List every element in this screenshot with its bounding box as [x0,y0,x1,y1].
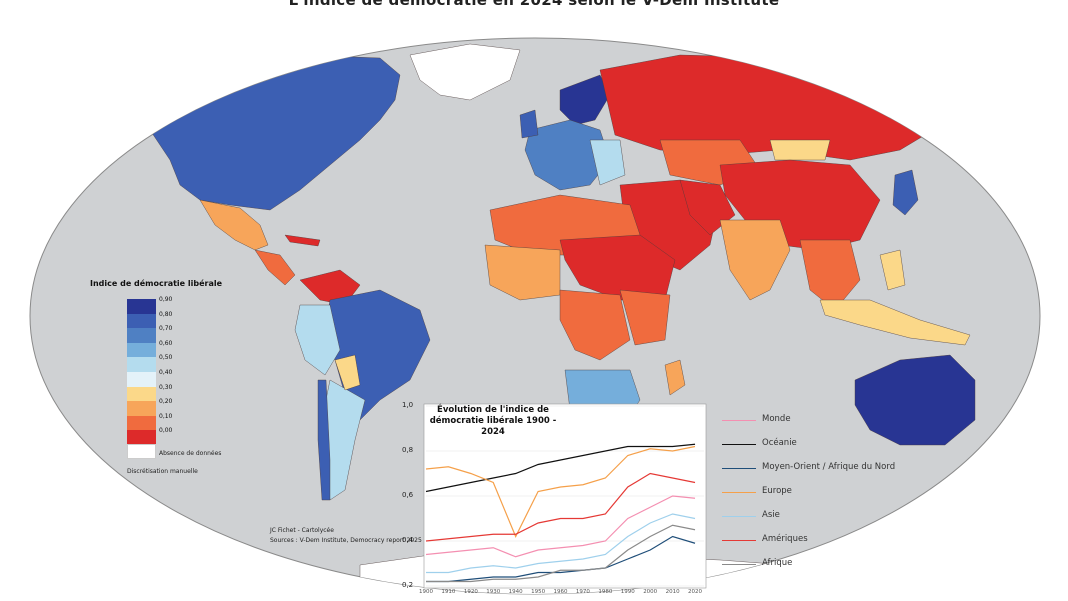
credit-source: Sources : V-Dem Institute, Democracy rep… [270,537,422,544]
legend-swatch [127,299,156,314]
series-legend-swatch [722,468,756,469]
legend-class-label: 0,20 [159,398,173,406]
madagascar [664,359,686,396]
colombia-venezuela [299,269,361,306]
west-africa [484,244,561,301]
chart-x-tick-label: 1900 [419,589,433,595]
legend-class-label: 0,00 [159,427,173,435]
chart-x-tick-label: 1960 [553,589,568,595]
chart-series-line [426,524,696,583]
legend-method-label: Discrétisation manuelle [127,468,198,475]
chart-x-tick-label: 1930 [486,589,501,595]
series-legend-label: Monde [762,414,791,424]
series-legend-swatch [722,540,756,541]
eastern-europe [589,139,626,186]
legend-swatch [127,328,156,344]
legend-swatch [127,313,156,329]
chile [317,379,331,501]
legend-class-label: 0,40 [159,369,173,376]
philippines [879,249,906,291]
chart-series-line [425,495,696,558]
legend-swatch [127,357,156,373]
credit-author: JC Fichet - Cartolycée [270,527,334,534]
cuba [284,234,321,247]
legend-swatch [127,401,156,417]
legend-nodata-label: Absence de données [159,450,222,457]
chart-x-tick-label: 1920 [463,589,478,595]
chart-x-tick-label: 1950 [531,589,546,595]
series-legend-label: Asie [762,510,780,520]
chart-y-tick-label: 1,0 [402,401,414,409]
mongolia [769,139,831,161]
series-legend-label: Europe [762,486,792,496]
legend-class-label: 0,70 [159,325,173,333]
chart-y-tick-label: 0,2 [402,581,414,589]
legend-class-label: 0,90 [159,296,173,303]
chart-y-tick-label: 0,4 [402,536,414,544]
series-legend-label: Amériques [762,534,808,544]
legend-nodata-swatch [127,444,156,459]
new-zealand [984,439,1013,481]
southeast-asia [799,239,861,311]
chart-x-tick-label: 2010 [665,589,680,595]
chart-area [423,403,707,589]
series-legend-swatch [722,492,756,493]
chart-y-tick-label: 0,6 [402,491,414,499]
chart-series-line [425,445,696,538]
legend-class-label: 0,60 [159,339,173,347]
chart-y-tick-label: 0,8 [402,446,414,454]
series-legend-swatch [722,516,756,517]
legend-class-label: 0,80 [159,310,173,318]
legend-swatch [127,342,156,358]
chart-x-tick-label: 1910 [441,589,456,595]
scandinavia [559,74,611,126]
legend-swatch [127,372,156,387]
legend-swatch [127,430,156,446]
map-title: L'indice de démocratie en 2024 selon le … [288,0,780,9]
chart-x-tick-label: 1990 [620,589,635,595]
series-legend-swatch [722,564,756,565]
paraguay [334,354,361,391]
series-legend-label: Moyen-Orient / Afrique du Nord [762,462,896,472]
central-america [254,249,296,286]
central-africa [559,289,631,361]
indonesia [819,299,971,346]
legend-swatch [127,415,156,431]
chart-x-tick-label: 1940 [508,589,523,595]
western-europe [524,119,611,191]
chart-title: Évolution de l'indice de démocratie libé… [429,405,557,437]
australia [854,354,976,446]
series-legend-label: Afrique [762,558,793,568]
chart-x-tick-label: 1970 [575,589,590,595]
chart-x-tick-label: 2020 [688,589,703,595]
india [719,219,791,301]
mexico [199,199,269,251]
series-legend-swatch [722,420,756,421]
chart-x-tick-label: 2000 [643,589,658,595]
legend-class-label: 0,30 [159,383,173,391]
east-africa [619,289,671,346]
peru-bolivia [294,304,341,376]
chart-series-line [426,513,696,574]
uk [519,109,539,139]
alaska [89,74,136,111]
legend-title: Indice de démocratie libérale [90,279,223,288]
japan [892,169,919,216]
chart-series-line [425,472,696,542]
series-legend-label: Océanie [762,438,797,448]
greenland [409,43,521,101]
legend-class-label: 0,50 [159,354,173,362]
chart-series-line [425,443,696,493]
legend-class-label: 0,10 [159,412,173,420]
legend-swatch [127,386,156,402]
chart-series-line [426,535,696,583]
chart-x-tick-label: 1980 [598,589,613,595]
series-legend-swatch [722,444,756,445]
